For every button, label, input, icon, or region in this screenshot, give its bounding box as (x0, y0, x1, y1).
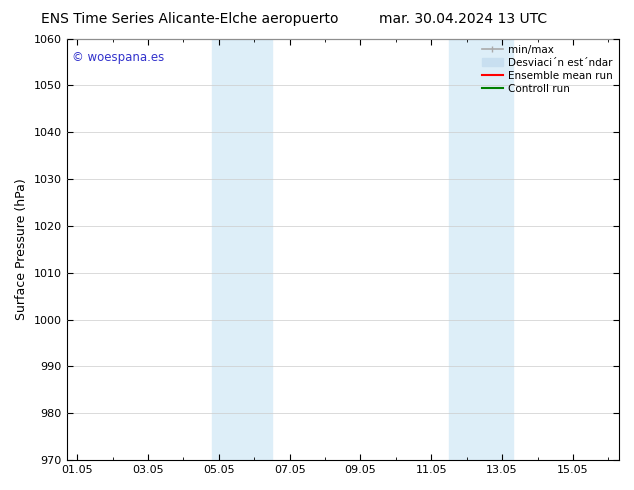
Y-axis label: Surface Pressure (hPa): Surface Pressure (hPa) (15, 178, 28, 320)
Bar (212, 39, 272, 460)
Legend: min/max, Desviaci´n est´ndar, Ensemble mean run, Controll run: min/max, Desviaci´n est´ndar, Ensemble m… (478, 41, 617, 98)
Text: mar. 30.04.2024 13 UTC: mar. 30.04.2024 13 UTC (378, 12, 547, 26)
Text: © woespana.es: © woespana.es (72, 51, 164, 64)
Bar (449, 39, 513, 460)
Text: ENS Time Series Alicante-Elche aeropuerto: ENS Time Series Alicante-Elche aeropuert… (41, 12, 339, 26)
